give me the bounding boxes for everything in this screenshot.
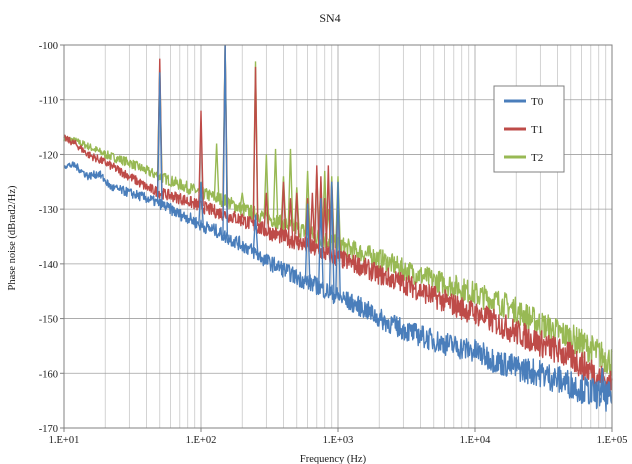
x-tick-label: 1.E+03 [323, 435, 354, 446]
spike-t0 [198, 181, 204, 226]
spike-t1 [280, 181, 287, 238]
chart-title: SN4 [319, 11, 340, 25]
x-tick-label: 1.E+04 [460, 435, 491, 446]
spike-t1 [304, 198, 311, 247]
y-tick-label: -140 [39, 260, 58, 271]
spike-t1 [317, 176, 324, 252]
spike-t1 [239, 212, 246, 221]
y-tick-label: -170 [39, 424, 58, 435]
y-axis-label: Phase noise (dBrad2/Hz) [7, 185, 18, 290]
legend-label-t0: T0 [531, 96, 544, 108]
y-tick-label: -130 [39, 205, 58, 216]
spike-t0 [156, 72, 163, 204]
spike-t1 [293, 192, 300, 243]
spike-t2 [287, 148, 294, 227]
y-tick-label: -150 [39, 315, 58, 326]
legend-label-t1: T1 [531, 124, 543, 136]
x-tick-label: 1.E+02 [186, 435, 217, 446]
spike-t0 [335, 181, 341, 297]
series-line-t0 [63, 161, 613, 412]
series-line-t2 [63, 134, 613, 376]
spike-t2 [321, 170, 328, 240]
spike-t1 [198, 110, 204, 207]
spike-t2 [272, 148, 279, 221]
spike-t1 [263, 192, 270, 232]
spike-t0 [304, 203, 311, 283]
spike-t1 [252, 66, 259, 227]
x-tick-label: 1.E+05 [597, 435, 628, 446]
spike-t1 [287, 198, 294, 240]
spike-t1 [313, 165, 320, 251]
spike-t0 [599, 367, 606, 396]
y-tick-label: -120 [39, 150, 58, 161]
spike-t0 [222, 44, 229, 237]
spike-t0 [317, 198, 324, 288]
spike-t0 [328, 181, 335, 294]
spike-t0 [252, 214, 259, 253]
legend-label-t2: T2 [531, 152, 543, 164]
y-tick-label: -100 [39, 41, 58, 52]
spike-t1 [309, 192, 316, 249]
legend: T0 T1 T2 [493, 85, 565, 173]
spike-t2 [213, 143, 220, 199]
spike-t2 [263, 154, 270, 218]
y-tick-label: -110 [39, 96, 58, 107]
spike-t2 [239, 192, 246, 210]
x-axis-label: Frequency (Hz) [300, 454, 367, 464]
spike-t2 [304, 170, 311, 233]
series-line-t1 [63, 134, 613, 399]
x-tick-label: 1.E+01 [49, 435, 80, 446]
y-tick-label: -160 [39, 369, 58, 380]
tick-labels: 1.E+01 1.E+02 1.E+03 1.E+04 1.E+05 -100 -110 -1… [39, 41, 628, 446]
